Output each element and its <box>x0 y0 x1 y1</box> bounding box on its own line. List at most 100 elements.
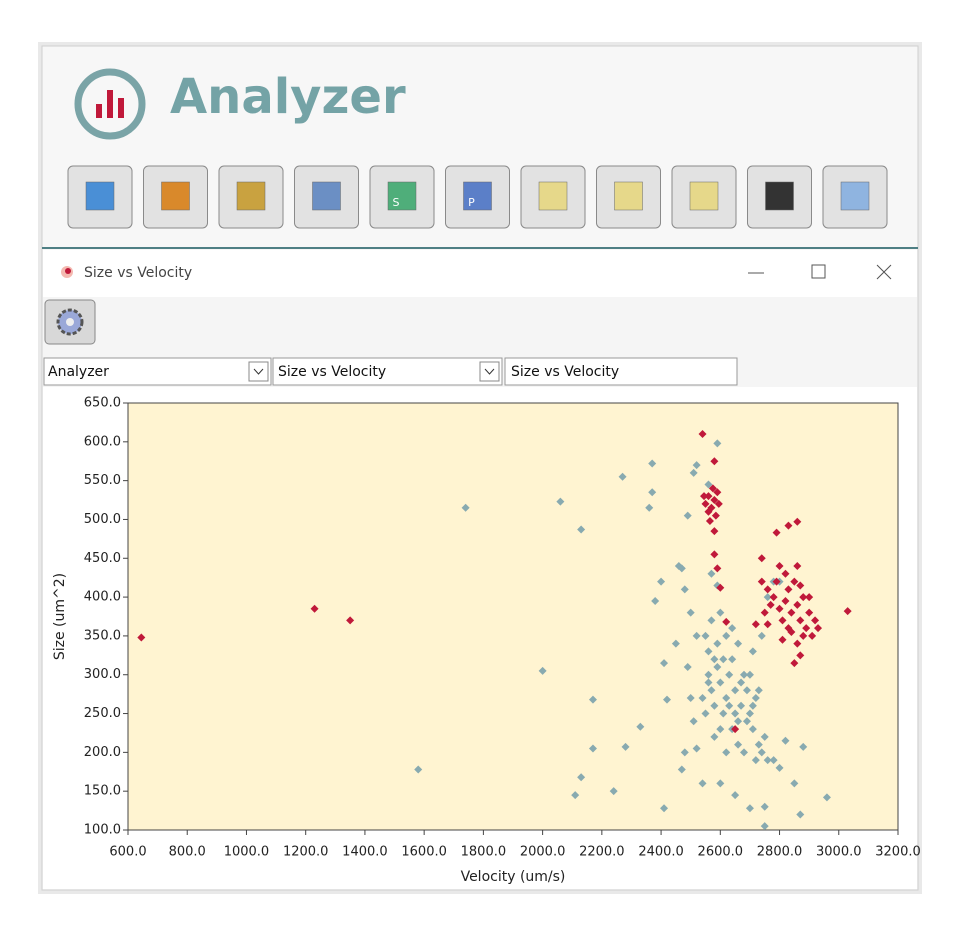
x-tick-label: 1400.0 <box>342 845 388 860</box>
dropdown-arrow <box>253 368 264 375</box>
data-point <box>790 577 799 586</box>
data-point <box>731 791 740 800</box>
data-point <box>680 748 689 757</box>
window-title: Size vs Velocity <box>84 265 192 281</box>
data-point <box>660 659 669 668</box>
button-icon <box>85 181 115 211</box>
data-point <box>754 686 763 695</box>
data-point <box>660 804 669 813</box>
data-point <box>704 480 713 489</box>
data-point <box>796 581 805 590</box>
app-title: Analyzer <box>170 69 406 125</box>
data-point <box>710 550 719 559</box>
data-point <box>748 647 757 656</box>
data-point <box>707 616 716 625</box>
data-point <box>784 521 793 530</box>
sub-window-icon <box>61 266 73 278</box>
dropdown <box>43 357 272 386</box>
maximize-button[interactable] <box>811 264 826 279</box>
data-point <box>805 608 814 617</box>
data-point <box>740 670 748 679</box>
data-point <box>760 822 769 831</box>
data-point <box>577 525 586 534</box>
data-point <box>763 585 772 594</box>
text-field-value: Size vs Velocity <box>511 364 619 380</box>
toolbar-button[interactable]: P <box>445 165 510 229</box>
button-icon <box>689 181 719 211</box>
selector[interactable]: Analyzer <box>43 357 272 386</box>
button-icon <box>312 181 341 211</box>
data-point <box>722 631 731 640</box>
data-point <box>713 564 722 573</box>
toolbar-button[interactable] <box>143 165 208 229</box>
y-tick-label: 100.0 <box>84 823 121 838</box>
toolbar-button[interactable] <box>218 165 284 229</box>
data-point <box>748 725 757 734</box>
data-point <box>701 631 710 640</box>
data-point <box>731 709 740 718</box>
data-point <box>538 666 547 675</box>
data-point <box>760 732 769 741</box>
data-point <box>571 791 580 800</box>
data-point <box>734 740 743 749</box>
data-point <box>621 742 630 751</box>
data-point <box>769 593 778 602</box>
y-tick-label: 150.0 <box>84 784 121 799</box>
data-point <box>728 624 737 633</box>
button-icon <box>463 181 492 211</box>
data-point <box>704 507 713 516</box>
data-point <box>760 608 769 617</box>
data-point <box>790 779 799 788</box>
x-tick-label: 2800.0 <box>757 845 803 860</box>
toolbar-button[interactable] <box>294 165 359 229</box>
toolbar-button[interactable] <box>671 165 737 229</box>
toolbar-button[interactable] <box>822 165 888 229</box>
data-point <box>414 765 423 774</box>
dropdown-arrow-box <box>248 361 269 382</box>
close-button[interactable] <box>876 264 892 280</box>
data-point <box>310 604 319 613</box>
data-point <box>698 779 707 788</box>
x-tick-label: 2000.0 <box>520 845 566 860</box>
button-icon <box>161 181 190 211</box>
data-point <box>772 528 781 537</box>
data-point <box>648 459 657 468</box>
data-point <box>692 631 701 640</box>
text-field[interactable] <box>504 357 738 386</box>
data-point <box>716 608 725 617</box>
data-point <box>714 499 723 508</box>
data-point <box>707 686 716 695</box>
data-point <box>704 647 713 656</box>
data-point <box>692 744 701 753</box>
toolbar-button[interactable] <box>596 165 661 229</box>
data-point <box>713 439 722 448</box>
data-point <box>686 608 695 617</box>
data-point <box>683 511 692 520</box>
data-point <box>745 804 754 813</box>
data-point <box>737 701 746 710</box>
data-point <box>781 569 790 578</box>
toolbar-button[interactable] <box>747 165 812 229</box>
logo-bar <box>118 98 124 118</box>
data-point <box>692 461 701 470</box>
data-point <box>808 631 817 640</box>
data-point <box>793 600 802 609</box>
selector[interactable]: Size vs Velocity <box>272 357 503 386</box>
data-point <box>461 503 470 512</box>
settings-button[interactable] <box>44 299 96 345</box>
toolbar-button[interactable] <box>520 165 586 229</box>
dropdown-text: Analyzer <box>48 364 109 380</box>
button-icon <box>765 181 794 211</box>
data-point <box>790 659 799 668</box>
toolbar-button[interactable]: S <box>369 165 435 229</box>
data-point <box>716 779 725 788</box>
data-point <box>710 457 719 466</box>
toolbar-button[interactable] <box>67 165 133 229</box>
data-point <box>689 717 698 726</box>
data-point <box>609 787 618 796</box>
button-icon <box>387 181 417 211</box>
data-point <box>663 695 671 704</box>
icon-letter: P <box>468 196 475 209</box>
